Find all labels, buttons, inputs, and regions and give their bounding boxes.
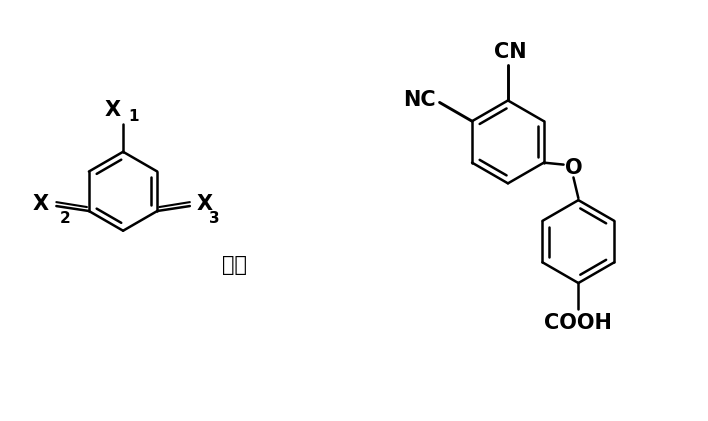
Text: COOH: COOH: [544, 313, 612, 333]
Text: 或为: 或为: [222, 255, 247, 275]
Text: O: O: [564, 157, 582, 178]
Text: NC: NC: [403, 91, 435, 110]
Text: X: X: [33, 194, 48, 214]
Text: 2: 2: [59, 211, 70, 226]
Text: CN: CN: [493, 42, 526, 62]
Text: X: X: [105, 100, 121, 120]
Text: 3: 3: [209, 211, 219, 226]
Text: X: X: [197, 194, 213, 214]
Text: 1: 1: [128, 109, 139, 124]
